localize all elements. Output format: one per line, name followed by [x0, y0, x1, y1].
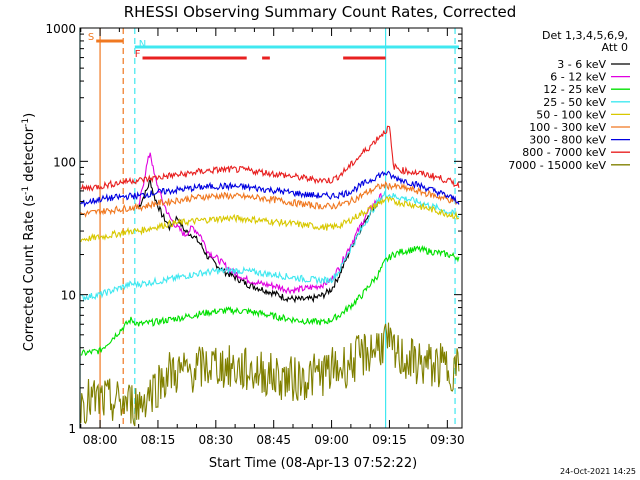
x-tick-label-1: 08:15 — [141, 433, 176, 447]
series-100-300-kev — [80, 180, 460, 218]
legend-label-12-25-kev: 12 - 25 keV — [543, 83, 606, 96]
x-axis-label: Start Time (08-Apr-13 07:52:22) — [209, 456, 417, 471]
series-300-800-kev — [80, 170, 460, 208]
y-label-sup2: -1 — [21, 118, 31, 127]
x-tick-label-6: 09:30 — [430, 433, 465, 447]
series-50-100-kev — [80, 196, 460, 243]
y-label-main: Corrected Count Rate (s — [22, 195, 37, 352]
series-25-50-kev — [80, 190, 460, 303]
x-tick-label-3: 08:45 — [256, 433, 291, 447]
flag-f-label: F — [135, 49, 141, 60]
y-label-end: ) — [22, 113, 37, 118]
legend-label-50-100-kev: 50 - 100 keV — [536, 108, 606, 121]
series-800-7000-kev — [80, 125, 460, 192]
chart-title: RHESSI Observing Summary Count Rates, Co… — [124, 3, 517, 21]
legend-header-line1: Det 1,3,4,5,6,9, — [542, 29, 628, 42]
y-tick-label-2: 100 — [53, 155, 76, 169]
series-3-6-kev — [138, 177, 383, 304]
y-label-mid: detector — [22, 126, 37, 186]
y-tick-label-1: 10 — [61, 289, 76, 303]
x-tick-label-0: 08:00 — [83, 433, 118, 447]
legend-label-800-7000-kev: 800 - 7000 keV — [522, 146, 606, 159]
footer-date: 24-Oct-2021 14:25 — [560, 467, 636, 476]
legend-header-line2: Att 0 — [602, 41, 628, 54]
x-tick-label-2: 08:30 — [199, 433, 234, 447]
plot-frame — [79, 27, 463, 429]
y-axis-label: Corrected Count Rate (s-1 detector-1) — [21, 113, 37, 351]
y-tick-label-3: 1000 — [45, 22, 76, 36]
flag-s-label: S — [88, 32, 94, 43]
series-7000-15000-kev — [80, 322, 460, 427]
y-label-sup1: -1 — [21, 186, 31, 195]
y-tick-label-0: 1 — [68, 422, 76, 436]
series-12-25-kev — [80, 244, 460, 357]
legend-label-25-50-kev: 25 - 50 keV — [543, 96, 606, 109]
plot-area: S NF — [79, 28, 460, 428]
flag-n-label: N — [139, 39, 146, 50]
legend-label-6-12-kev: 6 - 12 keV — [550, 71, 606, 84]
legend-label-7000-15000-kev: 7000 - 15000 keV — [508, 159, 606, 172]
x-tick-label-5: 09:15 — [372, 433, 407, 447]
x-tick-label-4: 09:00 — [314, 433, 349, 447]
legend-label-3-6-kev: 3 - 6 keV — [557, 58, 606, 71]
legend-label-100-300-kev: 100 - 300 keV — [529, 121, 606, 134]
axes: 1 10 100 1000 08:00 08:15 08:30 08:45 09:00 09:15… — [45, 22, 464, 447]
legend-label-300-800-kev: 300 - 800 keV — [529, 134, 606, 147]
